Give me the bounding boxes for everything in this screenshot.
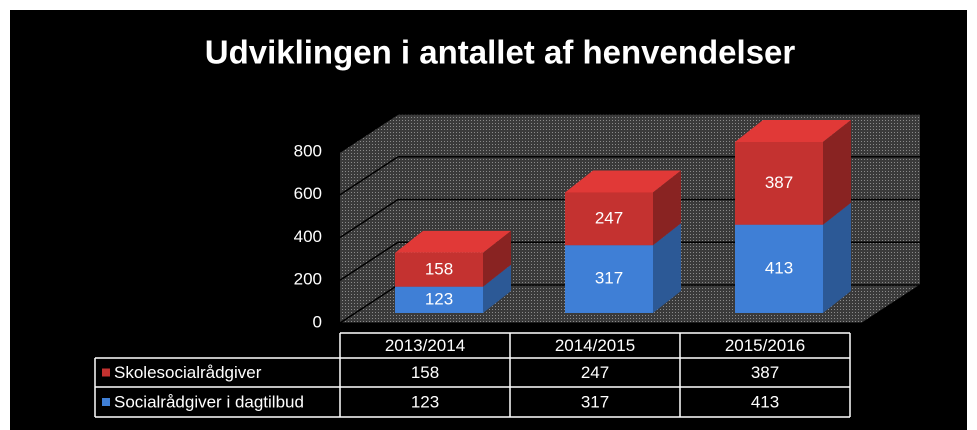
- bar: [565, 192, 653, 246]
- table-cell: 317: [581, 392, 609, 411]
- chart-title: Udviklingen i antallet af henvendelser: [205, 34, 796, 71]
- bar-top: [395, 230, 511, 253]
- y-tick-label: 200: [294, 270, 322, 289]
- table-cell: 413: [751, 392, 779, 411]
- bar: [735, 224, 823, 313]
- y-tick-label: 0: [313, 312, 322, 331]
- grid-line: [339, 113, 399, 153]
- data-label: 158: [425, 259, 453, 278]
- x-tick-label: 2014/2015: [555, 336, 635, 355]
- bar-side: [653, 223, 681, 313]
- y-tick-label: 800: [294, 141, 322, 160]
- grid-line: [339, 156, 399, 196]
- y-tick-label: 400: [294, 227, 322, 246]
- table-cell: 123: [411, 392, 439, 411]
- bar-top: [735, 120, 851, 142]
- data-label: 247: [595, 208, 623, 227]
- bar: [565, 245, 653, 313]
- bar-side: [483, 230, 511, 287]
- grid-line: [339, 241, 399, 281]
- bar: [395, 252, 483, 287]
- x-tick-label: 2013/2014: [385, 336, 465, 355]
- data-label: 317: [595, 269, 623, 288]
- bar: [735, 142, 823, 225]
- bar: [395, 286, 483, 313]
- data-label: 387: [765, 173, 793, 192]
- data-label: 413: [765, 258, 793, 277]
- data-label: 123: [425, 289, 453, 308]
- bar-side: [653, 170, 681, 246]
- bar-side: [823, 120, 851, 225]
- legend-label: Socialrådgiver i dagtilbud: [114, 392, 304, 411]
- x-tick-label: 2015/2016: [725, 336, 805, 355]
- bar-side: [483, 264, 511, 313]
- table-cell: 158: [411, 363, 439, 382]
- legend-marker: [102, 368, 110, 377]
- grid-line: [339, 284, 399, 324]
- y-tick-label: 600: [294, 184, 322, 203]
- legend-marker: [102, 398, 110, 406]
- table-cell: 387: [751, 363, 779, 382]
- grid-line: [339, 198, 399, 239]
- legend-label: Skolesocialrådgiver: [114, 363, 262, 382]
- table-cell: 247: [581, 363, 609, 382]
- bar-side: [823, 202, 851, 313]
- bar-top: [565, 170, 681, 193]
